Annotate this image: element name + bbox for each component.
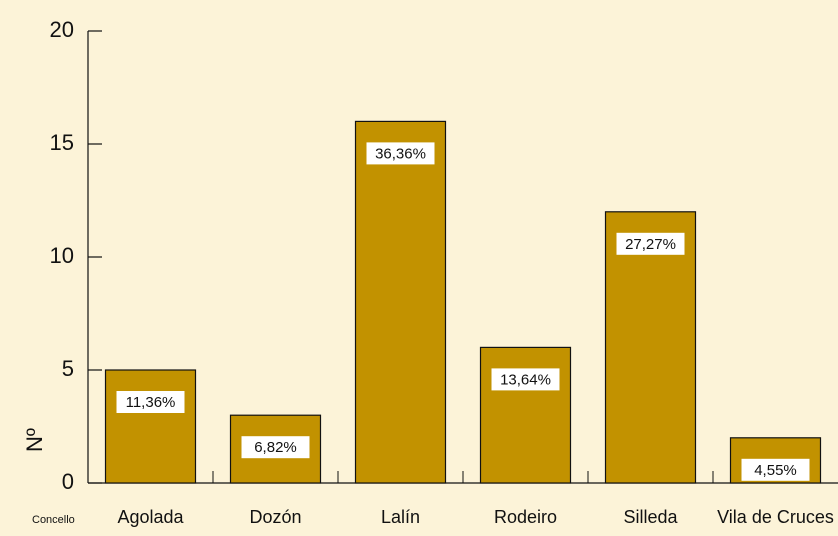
y-tick-label: 0 bbox=[62, 469, 74, 494]
percent-label-box bbox=[116, 391, 185, 413]
x-tick-label: Lalín bbox=[381, 507, 420, 527]
percent-label: 36,36% bbox=[375, 145, 426, 162]
x-tick-label: Dozón bbox=[249, 507, 301, 527]
y-axis-label: Nº bbox=[22, 428, 47, 452]
percent-label-box bbox=[616, 232, 685, 255]
percent-label: 6,82% bbox=[254, 439, 297, 456]
percent-label-box bbox=[366, 142, 435, 165]
x-axis-label: Concello bbox=[32, 514, 75, 526]
x-tick-label: Agolada bbox=[117, 507, 184, 527]
percent-label: 13,64% bbox=[500, 371, 551, 388]
percent-label: 4,55% bbox=[754, 462, 797, 479]
x-tick-label: Vila de Cruces bbox=[717, 507, 834, 527]
bar bbox=[354, 120, 447, 484]
y-tick-label: 5 bbox=[62, 356, 74, 381]
percent-label-box bbox=[491, 368, 560, 391]
bar bbox=[604, 211, 697, 484]
y-tick-label: 15 bbox=[50, 130, 74, 155]
percent-label: 27,27% bbox=[625, 236, 676, 253]
bar bbox=[104, 369, 197, 484]
percent-label: 11,36% bbox=[126, 394, 176, 411]
percent-label-box bbox=[241, 436, 310, 459]
x-tick-label: Rodeiro bbox=[494, 507, 557, 527]
y-tick-label: 20 bbox=[50, 17, 74, 42]
bar bbox=[479, 346, 572, 484]
x-tick-label: Silleda bbox=[623, 507, 678, 527]
percent-label-box bbox=[741, 458, 810, 481]
y-tick-label: 10 bbox=[50, 243, 74, 268]
